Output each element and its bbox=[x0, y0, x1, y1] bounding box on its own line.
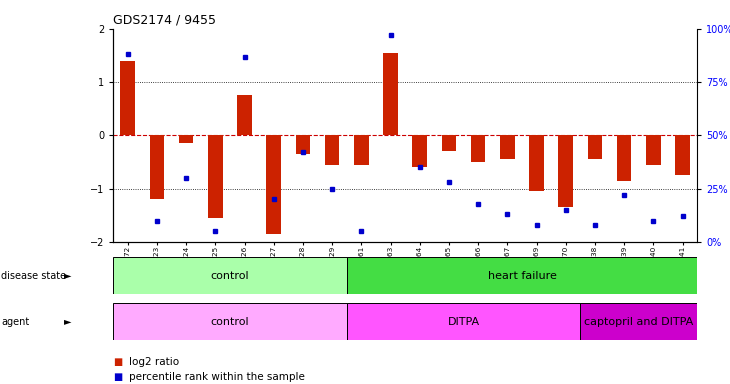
Text: ►: ► bbox=[64, 270, 71, 281]
Text: DITPA: DITPA bbox=[447, 316, 480, 327]
Bar bbox=[588, 136, 602, 159]
Bar bbox=[266, 136, 281, 234]
Text: agent: agent bbox=[1, 316, 30, 327]
Text: GDS2174 / 9455: GDS2174 / 9455 bbox=[113, 13, 216, 26]
Bar bbox=[580, 303, 697, 340]
Bar bbox=[646, 136, 661, 165]
Text: control: control bbox=[211, 316, 249, 327]
Text: control: control bbox=[211, 270, 249, 281]
Bar bbox=[383, 53, 398, 136]
Bar bbox=[113, 257, 347, 294]
Bar bbox=[150, 136, 164, 199]
Bar bbox=[617, 136, 631, 180]
Text: disease state: disease state bbox=[1, 270, 66, 281]
Bar bbox=[237, 95, 252, 136]
Text: percentile rank within the sample: percentile rank within the sample bbox=[129, 372, 305, 382]
Bar bbox=[558, 136, 573, 207]
Bar bbox=[529, 136, 544, 191]
Bar bbox=[412, 136, 427, 167]
Bar bbox=[347, 303, 580, 340]
Bar bbox=[675, 136, 690, 175]
Text: ►: ► bbox=[64, 316, 71, 327]
Text: heart failure: heart failure bbox=[488, 270, 556, 281]
Bar bbox=[325, 136, 339, 165]
Bar bbox=[442, 136, 456, 151]
Bar bbox=[347, 257, 697, 294]
Bar bbox=[296, 136, 310, 154]
Bar bbox=[113, 303, 347, 340]
Text: captopril and DITPA: captopril and DITPA bbox=[584, 316, 693, 327]
Bar bbox=[120, 61, 135, 136]
Text: ■: ■ bbox=[113, 357, 123, 367]
Bar bbox=[471, 136, 485, 162]
Bar bbox=[208, 136, 223, 218]
Bar bbox=[354, 136, 369, 165]
Bar bbox=[500, 136, 515, 159]
Text: ■: ■ bbox=[113, 372, 123, 382]
Text: log2 ratio: log2 ratio bbox=[129, 357, 180, 367]
Bar bbox=[179, 136, 193, 143]
